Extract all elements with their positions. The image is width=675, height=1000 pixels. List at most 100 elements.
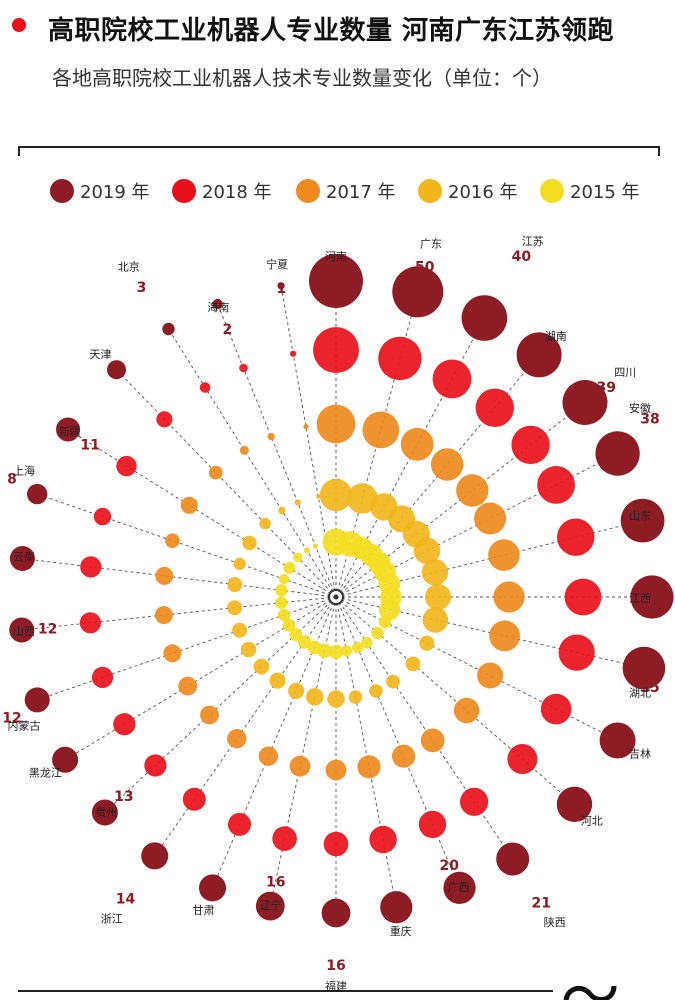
province-label-吉林: 吉林 — [629, 746, 651, 760]
bubble-云南-3 — [227, 577, 243, 593]
value-label-江西: 36 — [640, 591, 659, 607]
bubble-广东-2 — [362, 411, 400, 449]
bubble-四川-0 — [562, 380, 608, 425]
bubble-宁夏-1 — [290, 350, 297, 357]
bubble-安徽-1 — [537, 466, 575, 504]
bubble-浙江-1 — [182, 787, 206, 811]
bubble-浙江-4 — [297, 635, 312, 649]
bubble-福建-1 — [323, 831, 349, 857]
bubble-湖北-0 — [622, 646, 666, 690]
legend-swatch-2018 — [172, 179, 196, 203]
legend-swatch-2017 — [296, 179, 320, 203]
bubble-湖南-1 — [475, 388, 514, 427]
chart-title: 高职院校工业机器人专业数量 河南广东江苏领跑 — [48, 16, 615, 46]
bubble-云南-4 — [275, 584, 288, 597]
bubble-海南-0 — [212, 298, 223, 310]
bubble-福建-0 — [321, 898, 351, 928]
province-label-辽宁: 辽宁 — [260, 898, 282, 912]
legend-item-2018: 2018 年 — [172, 176, 272, 206]
bubble-海南-2 — [267, 432, 275, 441]
spoke-24 — [66, 428, 337, 598]
bubble-江苏-0 — [461, 295, 508, 341]
bubble-湖北-4 — [378, 598, 401, 621]
value-label-天津: 7 — [112, 364, 122, 380]
bubble-山西-3 — [227, 600, 243, 616]
spoke-11 — [335, 596, 514, 861]
bubble-福建-3 — [327, 690, 345, 708]
province-label-陕西: 陕西 — [544, 915, 566, 929]
bubble-天津-3 — [259, 517, 271, 530]
bubble-河北-0 — [556, 786, 593, 822]
value-label-内蒙古: 12 — [2, 711, 21, 727]
spoke-20 — [36, 596, 337, 701]
bubble-天津-2 — [208, 465, 223, 480]
province-label-重庆: 重庆 — [390, 924, 412, 938]
bubble-山东-3 — [421, 559, 449, 586]
bubble-内蒙古-4 — [277, 608, 291, 622]
bubble-辽宁-0 — [255, 891, 285, 921]
bubble-河南-1 — [313, 327, 359, 373]
spoke-16 — [211, 596, 337, 889]
bubble-江西-2 — [493, 581, 525, 613]
value-label-浙江: 14 — [116, 892, 136, 908]
bubble-新疆-4 — [283, 561, 296, 574]
spoke-18 — [103, 596, 337, 814]
bubble-宁夏-4 — [324, 540, 329, 545]
bubble-河北-4 — [371, 626, 384, 640]
province-label-北京: 北京 — [118, 259, 140, 273]
bubble-山东-1 — [557, 518, 595, 556]
spoke-27 — [216, 302, 337, 598]
province-label-福建: 福建 — [325, 979, 347, 993]
value-label-四川: 39 — [597, 380, 616, 396]
spoke-19 — [64, 596, 337, 761]
bubble-黑龙江-0 — [52, 746, 79, 773]
legend-item-2019: 2019 年 — [50, 176, 150, 206]
spoke-23 — [36, 493, 337, 598]
bubble-内蒙古-2 — [163, 644, 182, 663]
bubble-上海-4 — [278, 574, 290, 585]
value-label-重庆: 20 — [386, 900, 406, 916]
value-label-湖南: 39 — [531, 347, 550, 363]
value-label-宁夏: 1 — [276, 281, 286, 297]
province-label-广西: 广西 — [448, 881, 470, 894]
bubble-河北-1 — [507, 744, 538, 774]
value-label-安徽: 38 — [640, 412, 659, 428]
legend-label-2015: 2015 年 — [570, 182, 640, 203]
legend-item-2017: 2017 年 — [296, 176, 396, 206]
bubble-天津-1 — [156, 411, 173, 428]
province-label-上海: 上海 — [13, 464, 35, 478]
bubble-陕西-0 — [496, 842, 530, 876]
hub-center-dot — [333, 594, 339, 600]
value-label-山西: 12 — [38, 621, 57, 637]
bubble-北京-1 — [199, 382, 211, 393]
bubble-上海-0 — [27, 483, 48, 505]
bubble-甘肃-4 — [307, 640, 322, 655]
bubble-江苏-1 — [432, 359, 472, 399]
bubble-辽宁-3 — [306, 688, 324, 706]
bubble-黑龙江-2 — [178, 676, 198, 696]
spoke-25 — [115, 368, 337, 598]
bubble-天津-0 — [107, 360, 126, 380]
bubble-黑龙江-1 — [113, 713, 136, 736]
bubble-广东-3 — [347, 483, 378, 514]
value-label-陕西: 21 — [531, 895, 550, 911]
bubble-山西-4 — [275, 596, 288, 609]
bubble-甘肃-1 — [228, 812, 251, 836]
bubble-新疆-2 — [180, 496, 198, 514]
bubble-上海-1 — [93, 507, 112, 526]
bubble-重庆-2 — [357, 755, 381, 779]
bubble-新疆-3 — [242, 535, 257, 551]
province-label-四川: 四川 — [614, 366, 636, 379]
legend-label-2017: 2017 年 — [326, 182, 396, 203]
bubble-福建-4 — [328, 644, 344, 660]
bubble-河北-3 — [405, 656, 421, 672]
bubble-重庆-3 — [348, 690, 363, 704]
spoke-12 — [335, 596, 461, 889]
bubble-河南-2 — [316, 404, 356, 444]
bubble-内蒙古-0 — [24, 687, 50, 713]
value-label-山东: 37 — [635, 514, 654, 530]
province-label-安徽: 安徽 — [629, 401, 651, 415]
bubble-江苏-2 — [400, 427, 434, 461]
bubble-新疆-1 — [116, 455, 137, 477]
bubble-江西-1 — [564, 578, 602, 616]
